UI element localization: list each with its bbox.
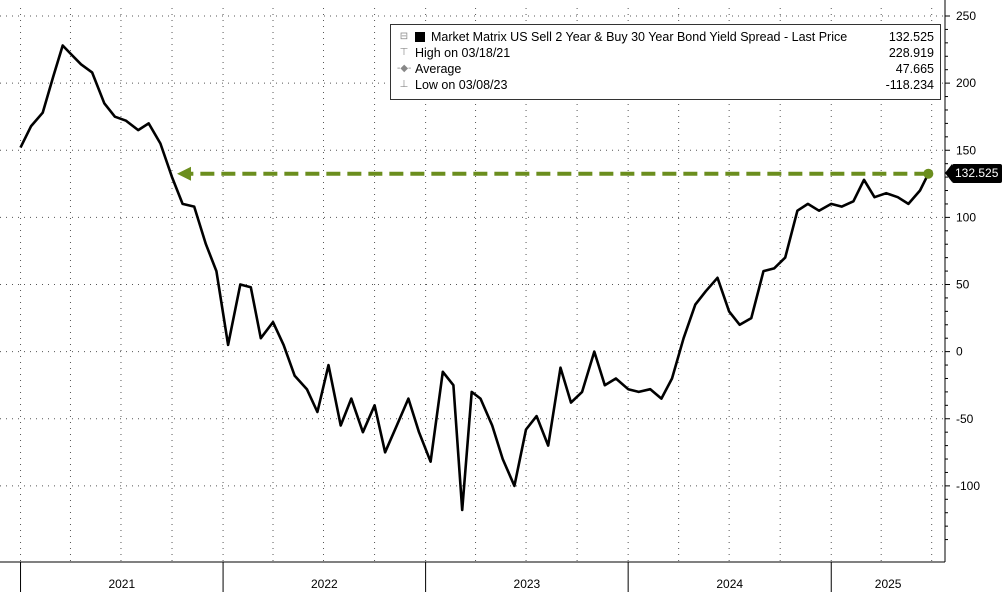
y-tick-label: 250 [956, 9, 976, 23]
legend-series-title: Market Matrix US Sell 2 Year & Buy 30 Ye… [431, 30, 848, 44]
legend-last-value: 132.525 [888, 30, 934, 44]
last-price-tag: 132.525 [944, 164, 1003, 184]
collapse-icon: ⊟ [399, 31, 409, 42]
y-tick-label: 150 [956, 143, 976, 157]
arrow-head [177, 166, 192, 181]
legend-low-label: Low on 03/08/23 [415, 78, 508, 92]
legend-row-series: ⊟ Market Matrix US Sell 2 Year & Buy 30 … [397, 29, 934, 45]
legend-high-label: High on 03/18/21 [415, 46, 511, 60]
y-tick-label: 200 [956, 76, 976, 90]
y-tick-label: 0 [956, 345, 963, 359]
legend-row-low: ⊥ Low on 03/08/23 -118.234 [397, 77, 934, 93]
x-tick-label: 2023 [514, 577, 541, 591]
average-marker-icon: -◆- [397, 63, 412, 74]
legend-average-value: 47.665 [895, 62, 934, 76]
x-tick-label: 2025 [875, 577, 902, 591]
last-price-marker [923, 168, 934, 179]
legend-high-value: 228.919 [888, 46, 934, 60]
y-tick-label: -100 [956, 479, 980, 493]
y-tick-label: 100 [956, 210, 976, 224]
x-tick-label: 2024 [716, 577, 743, 591]
high-marker-icon: ⊤ [399, 47, 409, 58]
legend-average-label: Average [415, 62, 462, 76]
x-tick-label: 2021 [108, 577, 135, 591]
chart-legend: ⊟ Market Matrix US Sell 2 Year & Buy 30 … [390, 24, 941, 100]
legend-row-average: -◆- Average 47.665 [397, 61, 934, 77]
x-tick-label: 2022 [311, 577, 338, 591]
legend-row-high: ⊤ High on 03/18/21 228.919 [397, 45, 934, 61]
y-tick-label: 50 [956, 278, 970, 292]
series-line [19, 44, 930, 512]
grid-lines [0, 8, 945, 562]
annotation-layer [177, 166, 934, 181]
legend-low-value: -118.234 [885, 78, 934, 92]
low-marker-icon: ⊥ [399, 79, 409, 90]
y-tick-label: -50 [956, 412, 974, 426]
series-layer [19, 44, 930, 512]
series-swatch-icon [415, 32, 425, 42]
